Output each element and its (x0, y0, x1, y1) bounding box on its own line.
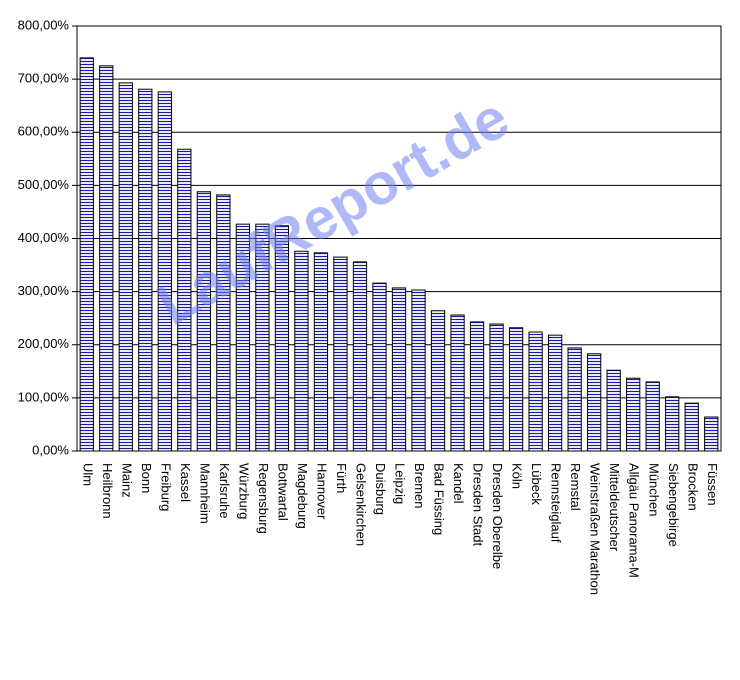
bar (235, 223, 251, 452)
bar (196, 191, 211, 452)
bar (372, 282, 387, 452)
y-tick-label: 200,00% (18, 336, 70, 351)
x-tick-label: Siebengebirge (666, 463, 681, 547)
y-tick-label: 500,00% (18, 177, 70, 192)
bar (528, 331, 543, 452)
bar (450, 314, 465, 452)
x-tick-label: Kassel (178, 463, 193, 502)
bar (118, 82, 133, 452)
bar (469, 321, 485, 452)
bar (177, 148, 192, 452)
bar (274, 225, 290, 452)
bar (294, 250, 309, 452)
bar (567, 347, 582, 452)
y-tick-label: 400,00% (18, 230, 70, 245)
x-tick-label: Weinstraßen Marathon (588, 463, 603, 595)
y-tick-label: 0,00% (32, 442, 69, 457)
x-tick-label: Karlsruhe (217, 463, 232, 519)
x-tick-label: Dresden Stadt (471, 463, 486, 546)
bar (79, 57, 94, 452)
x-tick-label: Allgäu Panorama-M (627, 463, 642, 578)
bar (138, 88, 153, 452)
x-tick-label: Dresden Oberelbe (490, 463, 505, 569)
bar (489, 323, 504, 452)
y-tick-label: 800,00% (18, 17, 70, 32)
x-tick-label: Freiburg (158, 463, 173, 511)
bar (587, 353, 602, 452)
bar (411, 289, 426, 452)
x-tick-label: Ulm (80, 463, 95, 486)
y-tick-label: 600,00% (18, 124, 70, 139)
y-tick-label: 300,00% (18, 283, 70, 298)
x-tick-label: Remstal (568, 463, 583, 511)
bar (333, 256, 348, 452)
bar (157, 91, 172, 452)
x-tick-label: Bottwartal (275, 463, 290, 521)
bar (626, 377, 641, 452)
bar (645, 381, 660, 452)
bar (704, 416, 719, 452)
bar (99, 65, 114, 452)
x-tick-label: Mainz (119, 463, 134, 498)
y-tick-label: 700,00% (18, 71, 70, 86)
bar (606, 369, 621, 452)
x-tick-label: Köln (510, 463, 525, 489)
x-tick-label: Leipzig (393, 463, 408, 504)
bar (255, 223, 270, 452)
x-tick-label: Rennsteiglauf (549, 463, 564, 543)
bar (547, 334, 563, 452)
bar (216, 194, 231, 452)
bar (391, 287, 407, 452)
bar (665, 396, 680, 452)
x-tick-label: Fürth (334, 463, 349, 493)
bar (352, 261, 368, 452)
x-tick-label: Würzburg (236, 463, 251, 519)
bar (430, 310, 446, 452)
x-tick-label: Gelsenkirchen (354, 463, 369, 546)
bar (684, 402, 699, 452)
x-tick-label: Regensburg (256, 463, 271, 534)
x-tick-label: München (646, 463, 661, 516)
x-tick-label: Bad Füssing (432, 463, 447, 535)
x-tick-label: Mannheim (197, 463, 212, 524)
x-tick-label: Füssen (705, 463, 720, 506)
x-tick-label: Hannover (315, 463, 330, 520)
x-tick-label: Duisburg (373, 463, 388, 515)
x-tick-label: Mitteldeutscher (607, 463, 622, 552)
bar (313, 252, 329, 452)
x-tick-label: Heilbronn (100, 463, 115, 519)
x-tick-label: Magdeburg (295, 463, 310, 529)
bar (508, 327, 524, 452)
x-tick-label: Kandel (451, 463, 466, 504)
y-tick-label: 100,00% (18, 389, 70, 404)
x-tick-label: Lübeck (529, 463, 544, 505)
x-tick-label: Bremen (412, 463, 427, 509)
x-tick-label: Bonn (139, 463, 154, 493)
x-tick-label: Brocken (685, 463, 700, 511)
